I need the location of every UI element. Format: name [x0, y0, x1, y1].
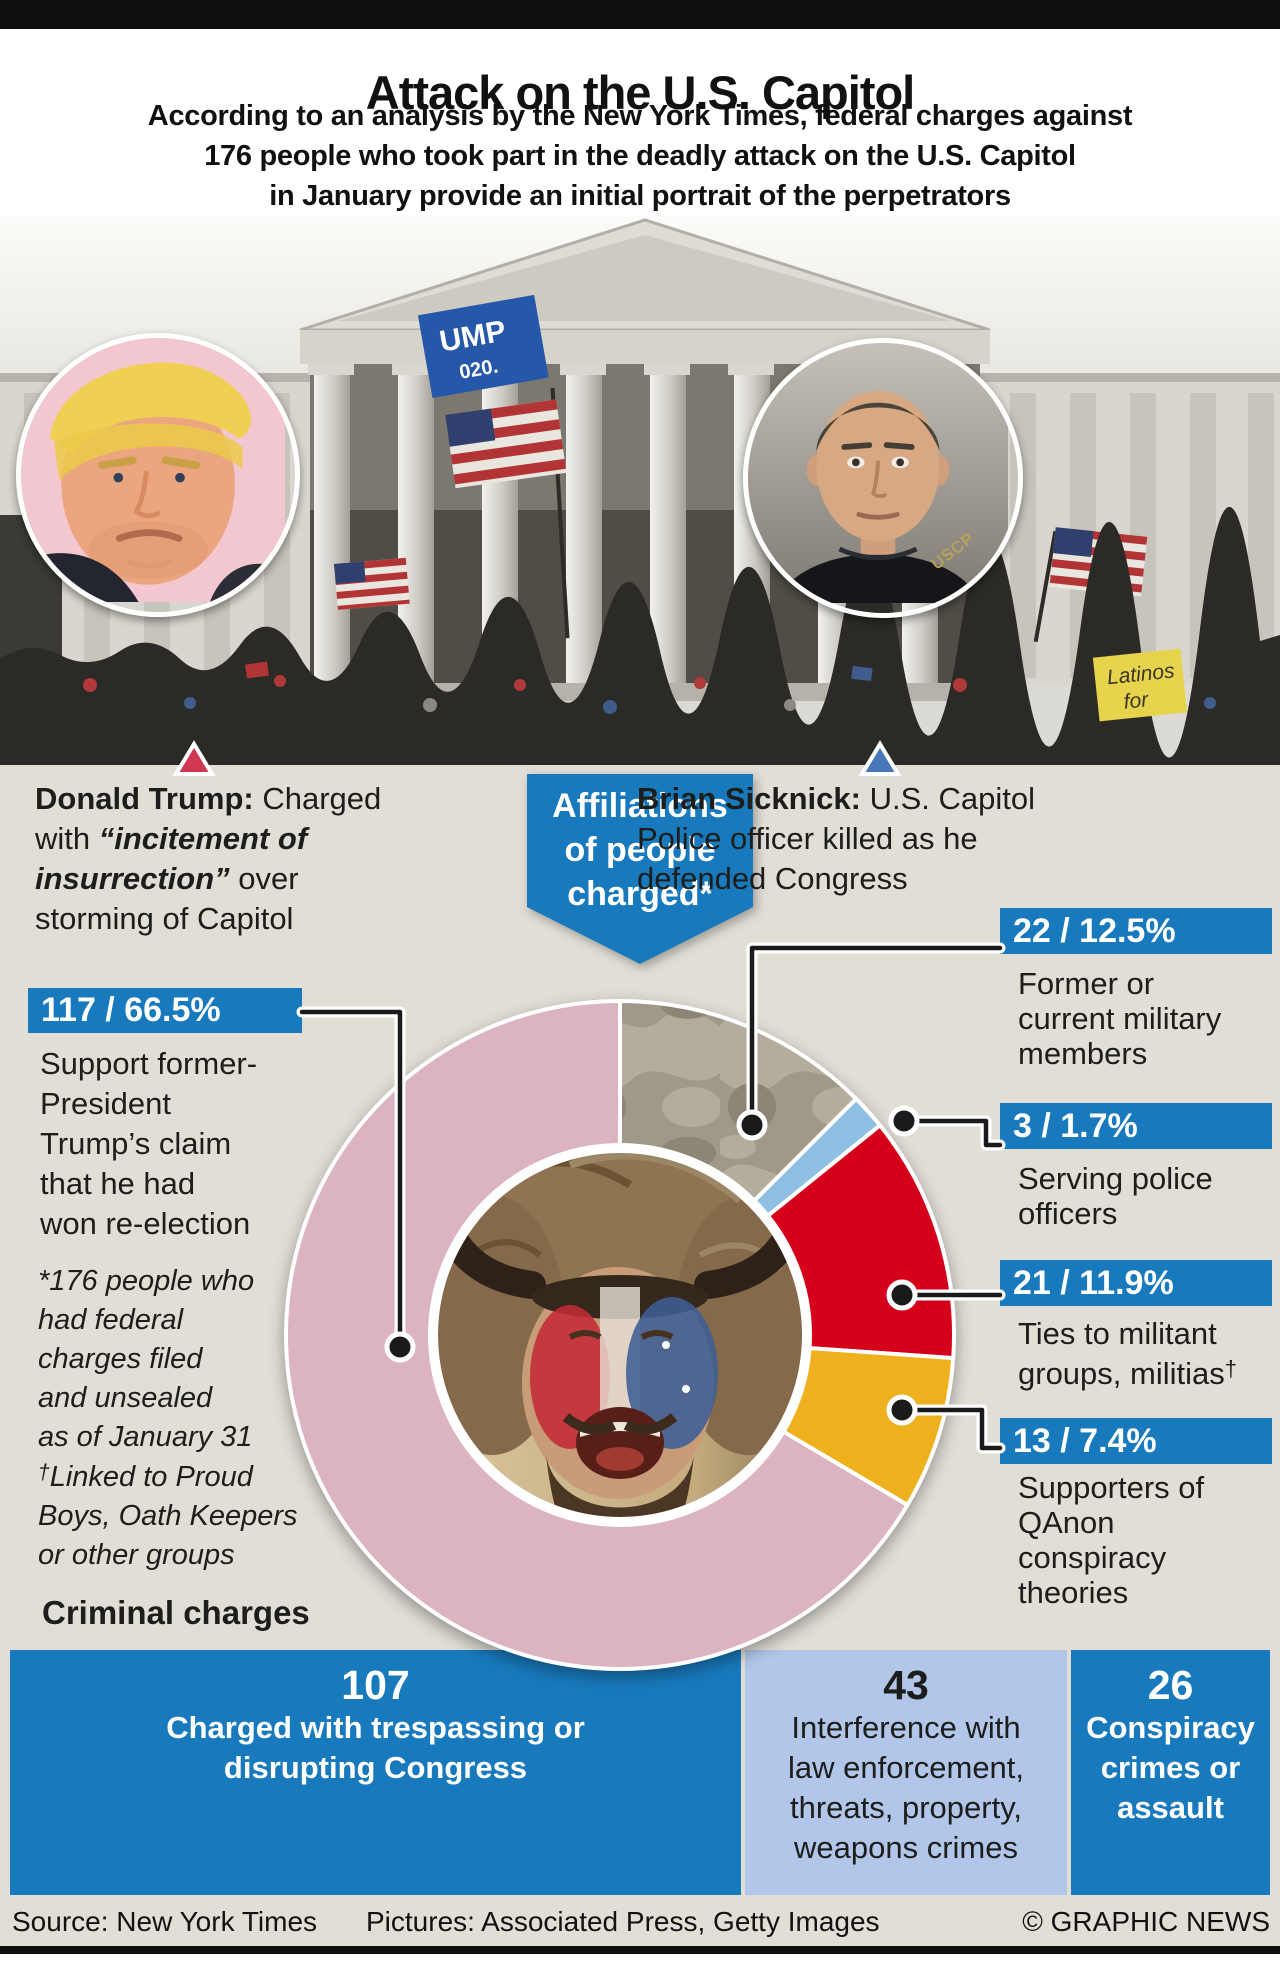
charge-label-interference: Interference with law enforcement, threa…: [787, 1710, 1025, 1865]
trump-caption-text2: over storming of Capitol: [35, 861, 299, 936]
stat-label-militant: Ties to militant groups, militias†: [1018, 1316, 1237, 1391]
stat-value-military: 22 / 12.5%: [1000, 908, 1272, 954]
graphic-news-credit: © GRAPHIC NEWS: [1022, 1906, 1270, 1937]
stat-value-trump-support: 117 / 66.5%: [28, 988, 302, 1033]
charge-box-trespassing: 107 Charged with trespassing or disrupti…: [10, 1650, 741, 1895]
trump-portrait: [16, 333, 300, 617]
stat-value-militant: 21 / 11.9%: [1000, 1260, 1272, 1306]
center-photo-ring: [428, 1143, 812, 1527]
sicknick-portrait: USCP: [743, 338, 1023, 618]
bottom-bar: [0, 1946, 1280, 1954]
charge-box-interference: 43 Interference with law enforcement, th…: [745, 1650, 1067, 1895]
latinos-sign: Latinos for: [1092, 648, 1188, 722]
stat-label-qanon: Supporters of QAnon conspiracy theories: [1018, 1470, 1205, 1610]
footnote-dagger-text: Linked to Proud Boys, Oath Keepers or ot…: [38, 1461, 298, 1571]
sicknick-portrait-art: USCP: [748, 343, 1008, 603]
charge-box-conspiracy: 26 Conspiracy crimes or assault: [1071, 1650, 1270, 1895]
stat-label-militant-text: Ties to militant groups, militias: [1018, 1316, 1225, 1391]
footnote-asterisk: *176 people who had federal charges file…: [38, 1265, 255, 1453]
sicknick-caption-text: U.S. Capitol Police officer killed as he…: [637, 781, 1035, 896]
chart-title-banner: Affiliations of people charged*: [527, 774, 753, 964]
dagger-symbol: †: [38, 1461, 50, 1484]
page-title: Attack on the U.S. Capitol: [365, 66, 916, 120]
charge-count-interference: 43: [883, 1662, 929, 1708]
top-bar: [0, 0, 1280, 29]
criminal-charges-heading: Criminal charges: [42, 1594, 310, 1631]
pediment-relief: [338, 235, 952, 321]
latinos-sign-line2: for: [1123, 688, 1151, 714]
pictures-credit: Pictures: Associated Press, Getty Images: [366, 1906, 880, 1937]
trump-flag: UMP 020.: [417, 294, 549, 399]
crowd-details: [83, 661, 1216, 714]
trump-caption: Donald Trump: Charged with “incitement o…: [35, 779, 525, 939]
affiliations-donut-chart: [284, 999, 956, 1671]
trump-caption-text1: Charged with: [35, 781, 382, 856]
page-subtitle: According to an analysis by the New York…: [147, 100, 1133, 212]
trump-portrait-art: [21, 338, 285, 602]
stat-label-military: Former or current military members: [1018, 966, 1222, 1071]
stat-label-police: Serving police officers: [1018, 1161, 1213, 1231]
sicknick-caption-name: Brian Sicknick:: [637, 781, 861, 816]
trump-caption-name: Donald Trump:: [35, 781, 254, 816]
us-flag-small: [334, 557, 410, 610]
stat-value-qanon: 13 / 7.4%: [1000, 1418, 1272, 1464]
charge-label-conspiracy: Conspiracy crimes or assault: [1086, 1710, 1255, 1825]
stat-label-trump-support: Support former- President Trump’s claim …: [40, 1046, 258, 1241]
trump-caption-quote: “incitement of insurrection”: [35, 821, 308, 896]
charge-label-trespassing: Charged with trespassing or disrupting C…: [166, 1710, 585, 1785]
source-credit: Source: New York Times: [12, 1906, 318, 1937]
stat-value-police: 3 / 1.7%: [1000, 1103, 1272, 1149]
charge-count-conspiracy: 26: [1147, 1662, 1194, 1708]
crowd-silhouette: [0, 506, 1280, 765]
sicknick-caption: Brian Sicknick: U.S. Capitol Police offi…: [637, 779, 1267, 899]
chart-title-banner-wrap: Affiliations of people charged*: [527, 774, 753, 964]
charge-count-trespassing: 107: [341, 1662, 410, 1708]
footnote-dagger: †Linked to Proud Boys, Oath Keepers or o…: [38, 1453, 298, 1575]
dagger-mark: †: [1224, 1356, 1237, 1381]
us-flag-large: [445, 387, 570, 639]
